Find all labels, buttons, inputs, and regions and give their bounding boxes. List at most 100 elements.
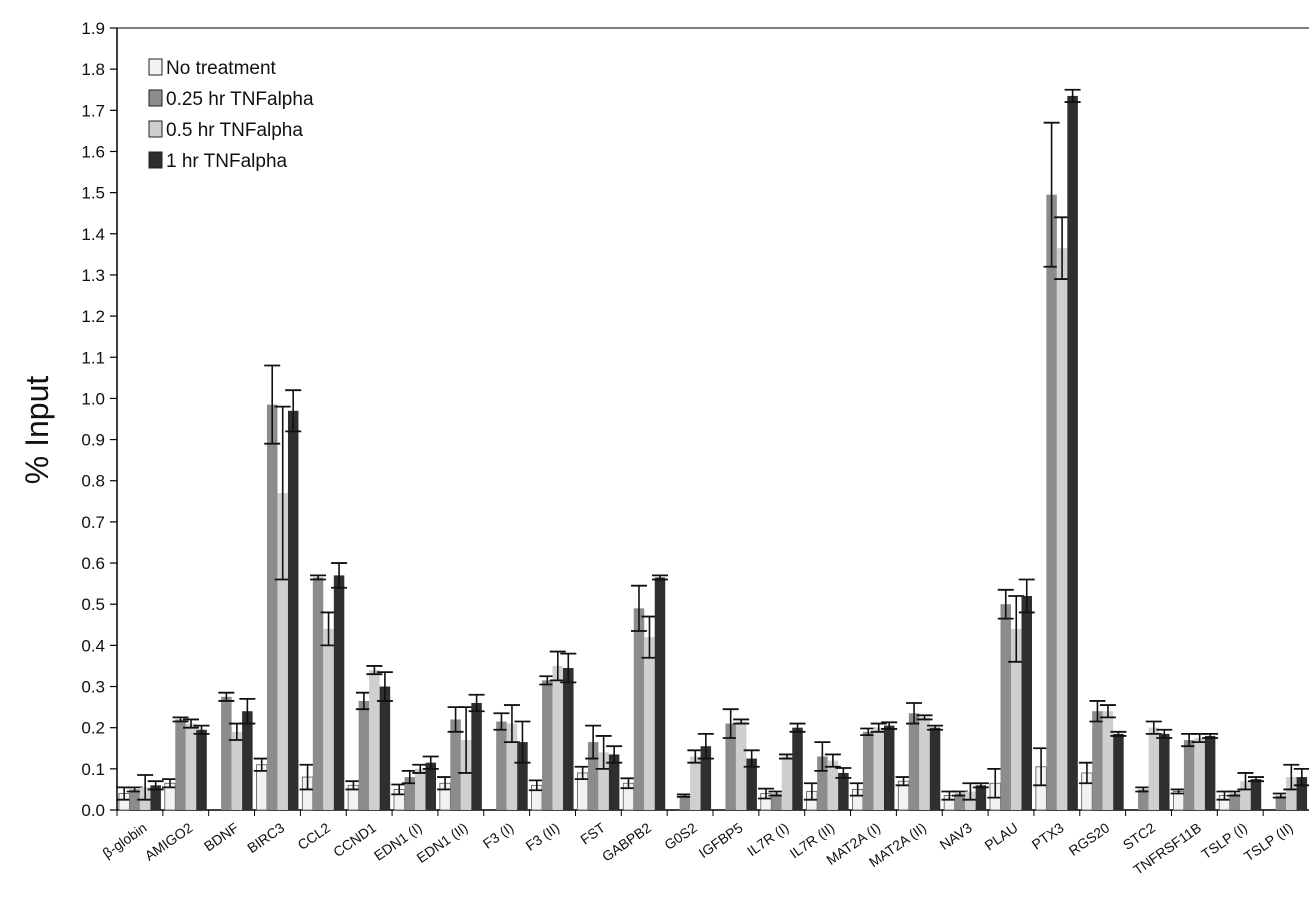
bar — [150, 785, 161, 810]
x-tick-label: PLAU — [982, 819, 1021, 853]
bar — [221, 696, 232, 810]
bar-group — [437, 693, 485, 811]
bar-group — [803, 741, 852, 811]
y-tick-label: 0.4 — [81, 636, 105, 655]
bar — [1046, 194, 1057, 811]
legend-label: No treatment — [166, 58, 277, 79]
bar-group — [987, 578, 1035, 811]
bar — [379, 686, 391, 810]
bar — [598, 752, 609, 810]
bar — [506, 723, 518, 810]
y-tick-label: 1.3 — [81, 266, 105, 285]
x-tick-label: G0S2 — [661, 819, 700, 853]
bar — [633, 608, 645, 810]
bar — [425, 762, 436, 810]
x-tick-label: FST — [577, 819, 608, 848]
bar-group — [1216, 772, 1264, 811]
bar — [873, 727, 884, 810]
x-tick-label: BDNF — [201, 819, 241, 854]
bar — [1011, 628, 1022, 810]
bar-group — [676, 732, 714, 810]
bar — [1275, 795, 1287, 810]
x-tick-label: BIRC3 — [244, 819, 287, 856]
legend: No treatment 0.25 hr TNFalpha 0.5 hr TNFal… — [148, 58, 314, 172]
bar-group — [1272, 763, 1309, 810]
bar — [552, 665, 564, 810]
bar — [1092, 711, 1103, 810]
bar — [919, 717, 930, 810]
y-tick-label: 1.1 — [81, 348, 105, 367]
bar — [965, 791, 976, 810]
legend-swatch — [148, 89, 163, 107]
legend-swatch — [148, 151, 163, 169]
bar — [690, 756, 701, 810]
bar — [231, 731, 243, 810]
bar — [542, 680, 553, 810]
y-tick-label: 0.2 — [81, 719, 105, 738]
y-tick-label: 1.6 — [81, 142, 105, 161]
bar — [883, 725, 895, 810]
x-tick-label: IGFBP5 — [696, 819, 746, 861]
bar — [679, 795, 691, 810]
bar — [838, 772, 849, 810]
bar-group — [895, 702, 944, 811]
bar — [1204, 735, 1216, 810]
x-tick-label: β-globin — [99, 819, 149, 861]
bar — [1250, 779, 1262, 810]
bar — [608, 754, 620, 810]
bar — [700, 746, 712, 810]
plot-area: 0.0 0.1 0.2 0.3 0.4 0.5 0.6 0.7 0.8 0.9 1.0 1.1 1.2 1… — [81, 19, 1309, 878]
bar — [460, 740, 472, 810]
bar — [1000, 604, 1011, 810]
bar-group — [391, 755, 439, 811]
bar — [358, 700, 370, 810]
bar — [517, 742, 528, 810]
y-tick-label: 1.2 — [81, 307, 105, 326]
bar — [1138, 789, 1149, 810]
bar — [563, 668, 574, 810]
x-tick-label: TSLP (II) — [1241, 819, 1296, 864]
bar — [954, 793, 966, 810]
legend-swatch — [148, 120, 163, 138]
x-tick-label: F3 (I) — [480, 819, 517, 851]
bar-group — [116, 774, 164, 811]
bar-group — [299, 562, 348, 811]
bar-group — [941, 782, 989, 811]
bar — [196, 729, 207, 810]
bar-group — [722, 708, 760, 810]
bar — [1148, 727, 1160, 810]
bar — [1286, 777, 1297, 810]
bar — [242, 711, 253, 810]
x-tick-label: AMIGO2 — [142, 819, 196, 863]
bar — [1229, 793, 1241, 810]
bar — [129, 789, 140, 810]
bar — [735, 721, 747, 810]
y-tick-label: 1.9 — [81, 19, 105, 38]
bar — [415, 768, 426, 810]
bar — [471, 702, 482, 810]
bar — [1067, 95, 1078, 811]
y-tick-label: 0.8 — [81, 472, 105, 491]
x-tick-label: CCL2 — [295, 819, 334, 853]
y-axis-label: % Input — [19, 376, 55, 485]
bar — [1183, 740, 1195, 810]
x-tick-label: F3 (II) — [522, 819, 562, 854]
bar — [496, 721, 507, 810]
y-tick-label: 0.3 — [81, 678, 105, 697]
bar — [654, 577, 666, 810]
bar-group — [1170, 732, 1219, 811]
x-tick-label: GABPB2 — [599, 819, 654, 864]
y-tick-label: 0.7 — [81, 513, 105, 532]
bar — [1296, 777, 1308, 810]
bar — [175, 719, 186, 810]
bar-group — [162, 716, 210, 811]
bar — [1194, 737, 1205, 810]
y-tick-label: 0.9 — [81, 431, 105, 450]
bar — [185, 723, 197, 810]
bar — [644, 637, 655, 810]
legend-label: 0.5 hr TNFalpha — [166, 120, 303, 141]
y-tick-label: 1.5 — [81, 184, 105, 203]
y-tick-label: 1.4 — [81, 225, 105, 244]
bar — [450, 719, 461, 810]
